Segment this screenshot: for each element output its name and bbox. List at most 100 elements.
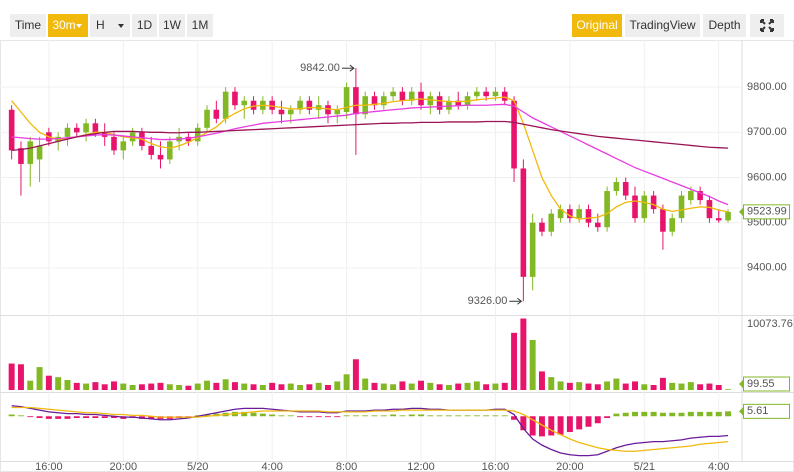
bar [27,380,34,390]
annotation-arrowhead [517,297,523,305]
last-value-box [743,204,790,220]
candle-body [232,91,238,106]
candle-body [697,191,703,201]
candle-body [334,109,341,115]
bar [715,411,722,417]
view-button[interactable]: Original [572,14,622,37]
fullscreen-button[interactable] [750,14,784,37]
candle-body [501,91,508,101]
bar [566,382,573,390]
view-button[interactable]: TradingView [625,14,700,37]
bar [325,384,331,390]
bar [427,415,434,417]
y-tick-label: 9500.00 [747,217,787,229]
bar [55,416,62,419]
candle-body [511,100,517,169]
candle-body [715,218,722,221]
bar [464,382,471,390]
candle-body [669,218,676,232]
last-value-box [743,403,790,419]
bar [334,416,341,418]
interval-button[interactable]: 1W [159,14,185,37]
indicator-line [11,120,729,152]
candle-body [427,96,434,106]
bar [604,381,611,390]
bar [622,383,629,390]
x-tick-label: 12:00 [407,461,435,472]
candle-body [92,123,99,133]
bar [36,416,43,418]
bar [204,380,211,390]
bar [269,414,276,417]
candle-body [688,191,694,201]
candle-body [650,195,657,210]
bar [148,383,155,390]
bar [548,416,555,436]
bar [83,416,90,418]
bar [659,377,666,390]
bar [557,416,564,435]
bar [594,416,601,424]
candle-body [306,100,313,110]
bar [538,371,545,390]
candle-body [520,168,527,277]
bar [45,416,52,419]
annotation-arrowhead [349,64,355,72]
bar [566,416,573,432]
last-value-label: 5.61 [747,405,768,417]
bar [604,416,611,418]
interval-button[interactable]: 1M [187,14,213,37]
bar [101,384,108,390]
bar [297,384,304,390]
bar [352,415,359,417]
last-value-pointer [739,379,744,389]
fullscreen-icon [760,19,774,32]
candle-body [725,211,731,221]
bar [659,412,666,417]
bar [473,415,480,417]
bar [380,415,387,417]
bar [17,364,24,390]
last-value-box [743,376,790,392]
bar [157,382,164,390]
bar [64,379,71,390]
interval-button[interactable]: 1D [132,14,157,37]
bar [8,363,15,390]
bar [436,384,443,390]
bar [380,383,387,390]
interval-button[interactable]: 30m [48,14,88,37]
bar [17,415,24,417]
candle-body [660,209,666,232]
candle-body [576,209,582,219]
bar [557,381,564,390]
bar [148,416,155,419]
y-tick-label: 9400.00 [747,262,787,274]
bar [129,384,136,390]
bar [455,383,462,390]
x-tick-label: 4:00 [261,461,282,472]
candle-body [325,105,331,115]
x-tick-label: 8:00 [336,461,357,472]
bar [529,416,536,436]
candle-body [371,96,378,106]
bar [529,339,536,390]
x-tick-label: 4:00 [708,461,729,472]
bar [650,384,657,390]
candle-body [613,182,620,192]
interval-button[interactable]: Time [10,14,46,37]
candle-body [73,127,80,133]
last-value-pointer [739,206,744,217]
bar [418,380,424,390]
view-button[interactable]: Depth [703,14,746,37]
bar [92,382,99,390]
candle-body [483,91,489,97]
bar [632,411,638,417]
candle-body [548,213,555,232]
candle-body [567,209,573,219]
bar [390,384,397,390]
bar [297,416,304,418]
interval-button[interactable]: H [90,14,130,37]
bar [669,412,676,417]
bar [250,384,257,390]
